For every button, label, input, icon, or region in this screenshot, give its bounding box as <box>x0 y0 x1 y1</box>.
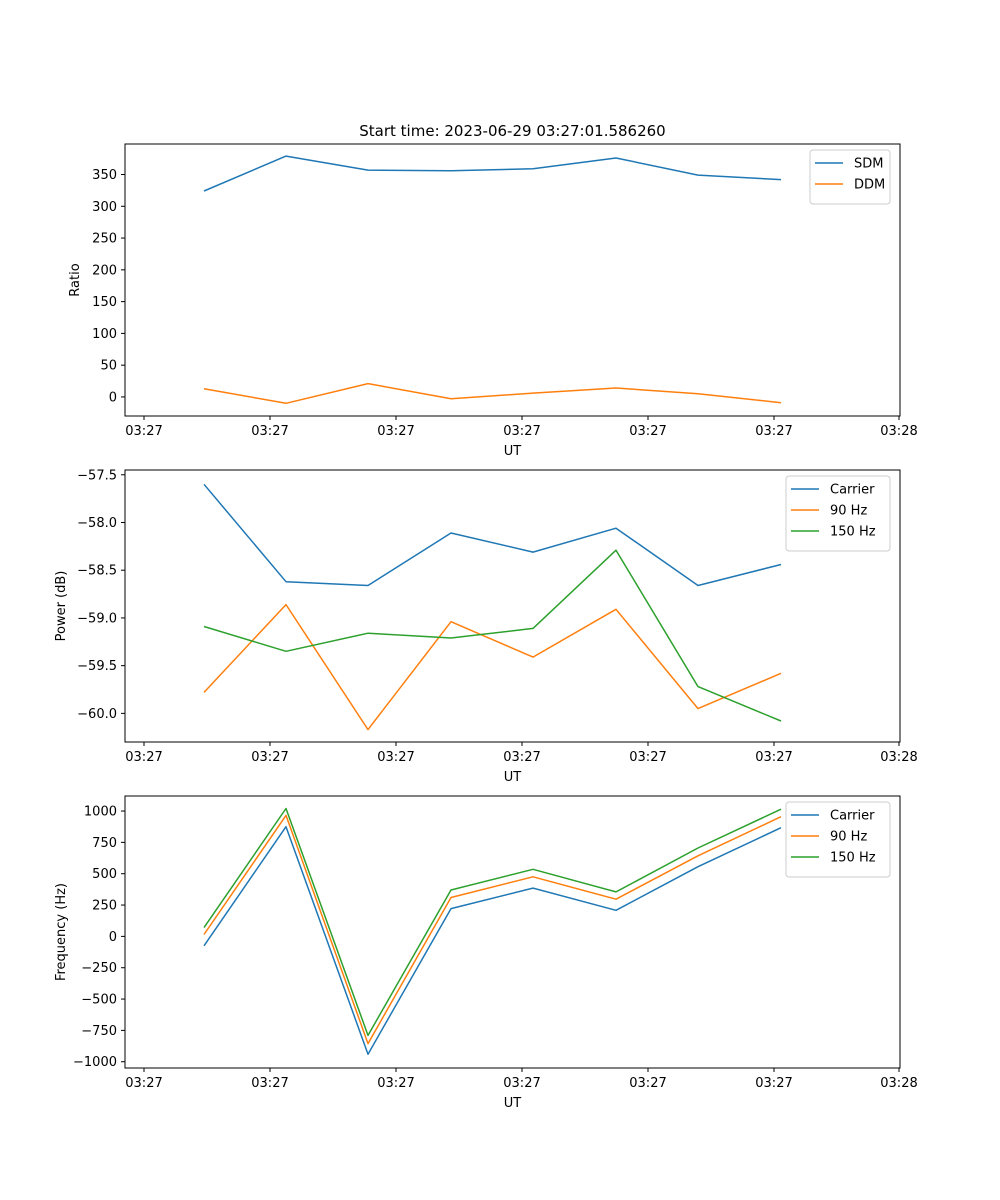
y-tick-label: 100 <box>92 327 117 342</box>
chart-panel-3: 03:27 03:27 03:27 03:27 03:27 03:27 03:28 UT −10… <box>54 795 918 1111</box>
series-line-2 <box>203 382 782 405</box>
legend-label: Carrier <box>830 809 875 824</box>
y-axis-label: Ratio <box>68 263 83 296</box>
x-tick-label: 03:27 <box>377 424 414 439</box>
chart-title: Start time: 2023-06-29 03:27:01.586260 <box>359 122 665 140</box>
chart-panel-2: 03:27 03:27 03:27 03:27 03:27 03:27 03:28 UT −60… <box>54 468 918 785</box>
y-tick-label: 50 <box>100 359 117 374</box>
y-tick-label: −57.5 <box>77 468 117 483</box>
y-tick-label: −58.5 <box>77 564 117 579</box>
chart-panel-1: Start time: 2023-06-29 03:27:01.58626003… <box>68 122 918 459</box>
legend-label: 150 Hz <box>830 851 876 866</box>
x-tick-label: 03:27 <box>629 1076 666 1091</box>
y-tick-label: 1000 <box>84 805 117 820</box>
x-axis-label: UT <box>504 770 522 785</box>
y-axis-label: Power (dB) <box>54 571 69 642</box>
legend-label: DDM <box>854 178 885 193</box>
y-tick-label: −1000 <box>73 1055 117 1070</box>
legend-label: 150 Hz <box>830 525 876 540</box>
x-tick-label: 03:27 <box>125 1076 162 1091</box>
x-tick-label: 03:27 <box>125 750 162 765</box>
x-axis-label: UT <box>504 444 522 459</box>
x-tick-label: 03:27 <box>503 1076 540 1091</box>
x-tick-label: 03:27 <box>503 424 540 439</box>
y-tick-label: 150 <box>92 295 117 310</box>
axes-frame <box>124 469 901 743</box>
x-tick-label: 03:27 <box>755 424 792 439</box>
y-tick-label: 200 <box>92 263 117 278</box>
y-tick-label: 0 <box>109 390 117 405</box>
y-tick-label: −59.5 <box>77 659 117 674</box>
legend-box <box>785 475 891 552</box>
series-line-3 <box>203 807 782 1037</box>
legend-label: 90 Hz <box>830 830 867 845</box>
series-line-2 <box>203 814 782 1045</box>
x-axis-label: UT <box>504 1096 522 1111</box>
y-tick-label: −60.0 <box>77 707 117 722</box>
legend: Carrier 90 Hz 150 Hz <box>785 475 891 552</box>
legend-label: SDM <box>854 157 883 172</box>
x-tick-label: 03:27 <box>251 1076 288 1091</box>
y-tick-label: 0 <box>109 930 117 945</box>
series-line-3 <box>203 549 782 722</box>
y-tick-label: 500 <box>92 867 117 882</box>
y-tick-label: 250 <box>92 899 117 914</box>
y-tick-label: 350 <box>92 168 117 183</box>
axes-frame <box>124 143 901 417</box>
x-tick-label: 03:27 <box>251 750 288 765</box>
x-tick-label: 03:27 <box>755 750 792 765</box>
x-tick-label: 03:28 <box>880 1076 917 1091</box>
axes-frame <box>124 795 901 1069</box>
x-tick-label: 03:28 <box>880 750 917 765</box>
y-tick-label: −59.0 <box>77 611 117 626</box>
y-tick-label: 250 <box>92 232 117 247</box>
legend-box <box>785 801 891 878</box>
x-tick-label: 03:27 <box>251 424 288 439</box>
x-tick-label: 03:28 <box>880 424 917 439</box>
legend: SDM DDM <box>809 149 891 205</box>
x-tick-label: 03:27 <box>629 750 666 765</box>
legend-label: Carrier <box>830 483 875 498</box>
x-tick-label: 03:27 <box>377 1076 414 1091</box>
series-line-1 <box>203 155 782 192</box>
y-tick-label: −58.0 <box>77 516 117 531</box>
x-tick-label: 03:27 <box>377 750 414 765</box>
legend: Carrier 90 Hz 150 Hz <box>785 801 891 878</box>
series-line-1 <box>203 825 782 1055</box>
x-tick-label: 03:27 <box>125 424 162 439</box>
y-tick-label: 300 <box>92 200 117 215</box>
series-line-1 <box>203 483 782 587</box>
x-tick-label: 03:27 <box>629 424 666 439</box>
y-axis-label: Frequency (Hz) <box>54 883 69 981</box>
series-line-2 <box>203 603 782 731</box>
x-tick-label: 03:27 <box>755 1076 792 1091</box>
y-tick-label: 750 <box>92 836 117 851</box>
y-tick-label: −500 <box>81 993 117 1008</box>
y-tick-label: −750 <box>81 1024 117 1039</box>
y-tick-label: −250 <box>81 961 117 976</box>
x-tick-label: 03:27 <box>503 750 540 765</box>
legend-label: 90 Hz <box>830 504 867 519</box>
